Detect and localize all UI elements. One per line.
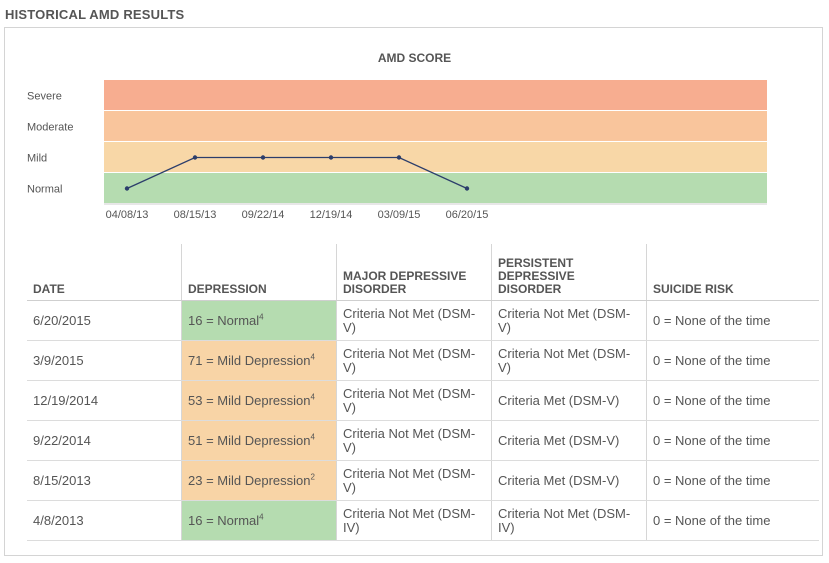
amd-score-chart: Severe Moderate Mild Normal 04/08/13 08/15/13… (27, 80, 767, 221)
band-label: Moderate (27, 122, 73, 134)
depression-cell: 16 = Normal4 (181, 300, 337, 341)
depression-cell: 16 = Normal4 (181, 500, 337, 541)
col-header-persistent: PERSISTENT DEPRESSIVE DISORDER (491, 244, 647, 301)
table-header-row: DATE DEPRESSION MAJOR DEPRESSIVE DISORDE… (27, 244, 819, 301)
data-point (464, 186, 470, 191)
x-tick-label: 09/22/14 (242, 209, 285, 221)
major-depressive-cell: Criteria Not Met (DSM-V) (336, 380, 492, 421)
series-line (126, 156, 468, 190)
x-tick-label: 03/09/15 (378, 209, 421, 221)
suicide-risk-cell: 0 = None of the time (646, 380, 819, 421)
col-header-suicide: SUICIDE RISK (646, 244, 819, 301)
date-cell: 6/20/2015 (27, 300, 182, 341)
major-depressive-cell: Criteria Not Met (DSM-V) (336, 460, 492, 501)
depression-footnote: 4 (310, 392, 315, 402)
suicide-risk-cell: 0 = None of the time (646, 340, 819, 381)
depression-footnote: 4 (310, 432, 315, 442)
persistent-depressive-cell: Criteria Met (DSM-V) (491, 460, 647, 501)
depression-value: 23 = Mild Depression (188, 472, 311, 488)
depression-value: 16 = Normal (188, 512, 260, 528)
depression-footnote: 4 (310, 352, 315, 362)
depression-cell: 51 = Mild Depression4 (181, 420, 337, 461)
suicide-risk-cell: 0 = None of the time (646, 300, 819, 341)
date-cell: 12/19/2014 (27, 380, 182, 421)
table-row: 12/19/2014 53 = Mild Depression4 Criteria … (27, 380, 819, 421)
data-point (124, 186, 130, 191)
table-row: 3/9/2015 71 = Mild Depression4 Criteria No… (27, 340, 819, 381)
persistent-depressive-cell: Criteria Not Met (DSM-IV) (491, 500, 647, 541)
date-cell: 4/8/2013 (27, 500, 182, 541)
section-title: HISTORICAL AMD RESULTS (5, 7, 185, 22)
depression-footnote: 2 (310, 472, 315, 482)
data-point (328, 155, 334, 160)
table-row: 4/8/2013 16 = Normal4 Criteria Not Met (DS… (27, 500, 819, 541)
band-label: Severe (27, 91, 62, 103)
data-point (192, 155, 198, 160)
results-panel (4, 27, 823, 556)
data-point (260, 155, 266, 160)
depression-cell: 71 = Mild Depression4 (181, 340, 337, 381)
date-cell: 8/15/2013 (27, 460, 182, 501)
band-normal (104, 173, 767, 203)
depression-cell: 23 = Mild Depression2 (181, 460, 337, 501)
depression-footnote: 4 (259, 312, 264, 322)
table-row: 8/15/2013 23 = Mild Depression2 Criteria N… (27, 460, 819, 501)
depression-footnote: 4 (259, 512, 264, 522)
x-tick-label: 08/15/13 (174, 209, 217, 221)
persistent-depressive-cell: Criteria Met (DSM-V) (491, 380, 647, 421)
table-row: 9/22/2014 51 = Mild Depression4 Criteria N… (27, 420, 819, 461)
band-label: Normal (27, 184, 62, 196)
major-depressive-cell: Criteria Not Met (DSM-IV) (336, 500, 492, 541)
major-depressive-cell: Criteria Not Met (DSM-V) (336, 420, 492, 461)
major-depressive-cell: Criteria Not Met (DSM-V) (336, 340, 492, 381)
band-moderate (104, 111, 767, 141)
suicide-risk-cell: 0 = None of the time (646, 500, 819, 541)
chart-title: AMD SCORE (377, 51, 452, 65)
persistent-depressive-cell: Criteria Not Met (DSM-V) (491, 340, 647, 381)
x-tick-label: 12/19/14 (310, 209, 353, 221)
table-row: 6/20/2015 16 = Normal4 Criteria Not Met (D… (27, 300, 819, 341)
persistent-depressive-cell: Criteria Met (DSM-V) (491, 420, 647, 461)
depression-value: 53 = Mild Depression (188, 392, 311, 408)
band-severe (104, 80, 767, 110)
depression-value: 16 = Normal (188, 312, 260, 328)
col-header-depression: DEPRESSION (181, 244, 337, 301)
major-depressive-cell: Criteria Not Met (DSM-V) (336, 300, 492, 341)
suicide-risk-cell: 0 = None of the time (646, 460, 819, 501)
results-table: DATE DEPRESSION MAJOR DEPRESSIVE DISORDE… (27, 244, 819, 541)
suicide-risk-cell: 0 = None of the time (646, 420, 819, 461)
depression-value: 71 = Mild Depression (188, 352, 311, 368)
persistent-depressive-cell: Criteria Not Met (DSM-V) (491, 300, 647, 341)
band-label: Mild (27, 153, 47, 165)
depression-cell: 53 = Mild Depression4 (181, 380, 337, 421)
data-point (396, 155, 402, 160)
x-tick-label: 06/20/15 (446, 209, 489, 221)
col-header-major: MAJOR DEPRESSIVE DISORDER (336, 244, 492, 301)
col-header-date: DATE (27, 244, 182, 301)
date-cell: 9/22/2014 (27, 420, 182, 461)
depression-value: 51 = Mild Depression (188, 432, 311, 448)
date-cell: 3/9/2015 (27, 340, 182, 381)
x-tick-label: 04/08/13 (106, 209, 149, 221)
